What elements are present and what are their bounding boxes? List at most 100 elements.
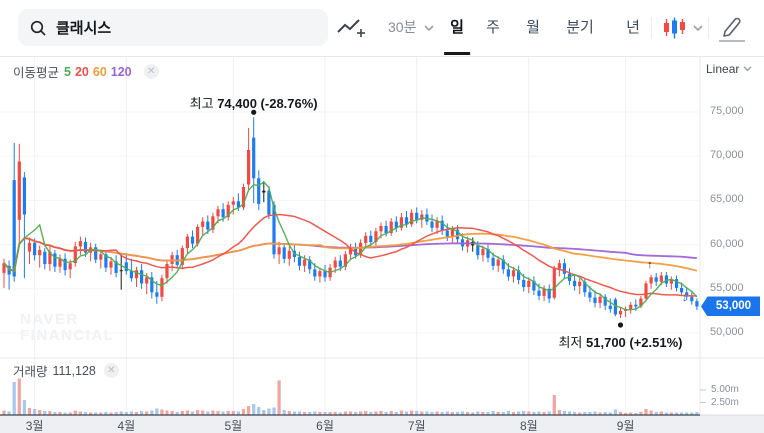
candle (354, 247, 358, 256)
candle (323, 271, 327, 278)
candle (669, 279, 673, 284)
candle (216, 209, 220, 217)
candle (455, 229, 460, 240)
candle (593, 297, 597, 303)
candle (252, 137, 256, 179)
down-arrow-marker: ↓ (681, 290, 688, 305)
y-tick: 75,000 (710, 105, 744, 117)
volume-label: 거래량 (13, 365, 48, 379)
chevron-down-icon (424, 25, 434, 32)
ma-5-line (3, 181, 698, 311)
candle (384, 226, 388, 234)
scale-dropdown[interactable]: Linear (706, 62, 752, 76)
candle (267, 190, 271, 215)
toolbar: 30분 일 주 월 분기 년 (0, 0, 764, 57)
candle (486, 249, 490, 258)
candle (190, 236, 195, 244)
candle (185, 236, 189, 249)
candle (2, 263, 6, 273)
candle (206, 221, 210, 230)
month-label: 4월 (117, 419, 136, 433)
high-annotation: 최고 74,400 (-28.76%) (189, 96, 318, 112)
candle (674, 279, 679, 288)
candle (389, 221, 393, 234)
close-icon[interactable]: ✕ (103, 363, 119, 378)
candle (297, 257, 302, 266)
y-tick: 55,000 (710, 281, 744, 294)
candle (680, 287, 684, 293)
candle (211, 216, 215, 230)
candle (27, 242, 32, 252)
tab-5[interactable]: 년 (626, 19, 640, 36)
candle (532, 280, 536, 291)
candle (583, 281, 587, 293)
close-icon[interactable]: ✕ (143, 64, 159, 79)
candle (155, 292, 159, 297)
ma-legend: 이동평균 5 20 60 120 ✕ (13, 62, 159, 81)
volume-bars (2, 378, 699, 415)
candlestick-icon[interactable] (662, 16, 692, 40)
candle (394, 221, 398, 228)
up-arrow-marker: ↑ (647, 258, 653, 271)
candle (404, 217, 409, 225)
interval-dropdown[interactable]: 30분 (388, 0, 434, 55)
tab-2[interactable]: 주 (486, 19, 500, 36)
month-label: 8월 (519, 419, 538, 433)
candle (644, 283, 648, 299)
candle (639, 298, 643, 307)
search-box[interactable] (18, 9, 328, 46)
candle (287, 250, 291, 259)
ma-periods: 5 20 60 120 (64, 65, 136, 79)
candle (134, 270, 139, 279)
chart-canvas[interactable] (0, 56, 764, 433)
ma-20-line (3, 213, 697, 297)
candle (501, 259, 505, 270)
candle (63, 258, 67, 271)
current-price-badge: 53,000 (701, 296, 760, 317)
candle (241, 187, 246, 208)
tab-4[interactable]: 분기 (566, 19, 594, 36)
candle (73, 246, 77, 264)
candle (272, 204, 276, 255)
candle (608, 305, 612, 310)
candles (2, 117, 699, 318)
candle (496, 259, 500, 266)
line-chart-plus-icon[interactable] (336, 17, 368, 41)
candle (38, 249, 42, 256)
candle (140, 270, 144, 284)
tab-1[interactable]: 일 (450, 0, 464, 55)
candle (119, 270, 123, 272)
candle (573, 280, 577, 287)
candle (303, 259, 307, 266)
month-label: 7월 (407, 419, 426, 433)
toolbar-divider (708, 17, 709, 39)
candle (313, 269, 317, 277)
search-icon (30, 20, 46, 36)
pencil-icon[interactable] (721, 16, 743, 38)
tab-3[interactable]: 월 (526, 19, 540, 36)
search-input[interactable] (54, 18, 298, 37)
candle (578, 281, 582, 287)
candle (685, 292, 689, 297)
candle (333, 260, 337, 268)
ma-period-5: 5 (64, 64, 71, 79)
chevron-down-icon[interactable] (693, 25, 703, 32)
month-label: 5월 (224, 419, 243, 433)
candle (43, 251, 47, 265)
ma-period-20: 20 (74, 64, 89, 79)
candle (7, 265, 11, 275)
candle (58, 258, 62, 267)
candle (618, 310, 623, 315)
volume-tick: 2.50m (711, 396, 739, 408)
candle (557, 263, 561, 269)
candle (511, 270, 516, 277)
candle (695, 301, 699, 307)
candle (231, 201, 235, 205)
candle (634, 304, 638, 307)
candle (12, 180, 16, 277)
ma-legend-label: 이동평균 (13, 66, 60, 80)
candle (17, 161, 21, 220)
candle (588, 292, 592, 298)
candle (343, 254, 347, 267)
